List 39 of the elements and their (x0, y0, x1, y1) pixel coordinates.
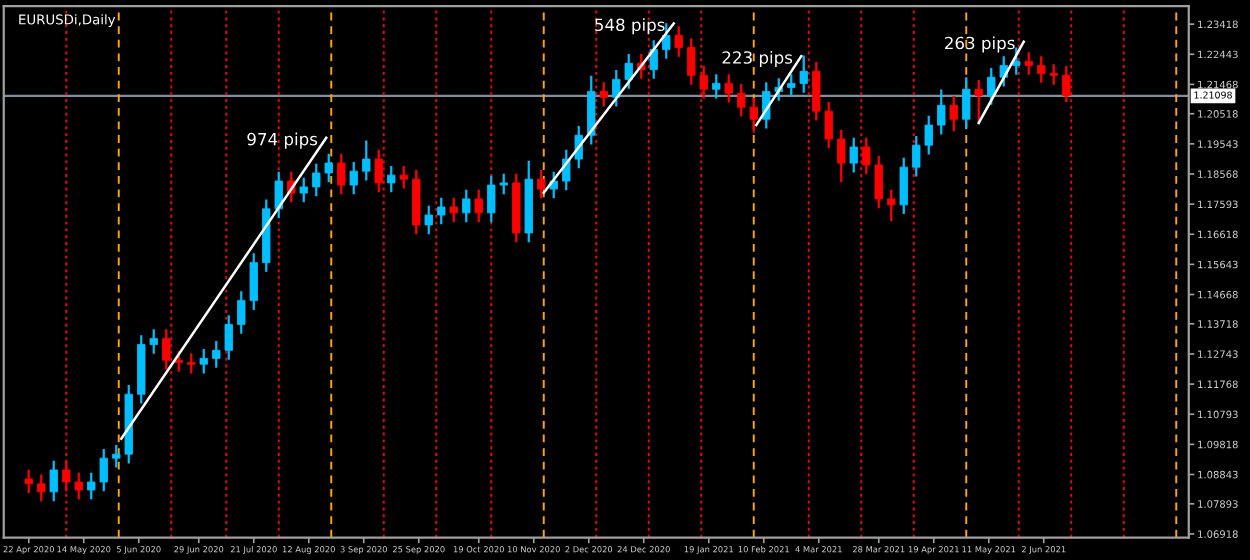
candlestick (899, 156, 908, 216)
candlestick (937, 88, 946, 136)
annotation: 223 pips (722, 50, 793, 68)
candlestick (962, 76, 971, 130)
candlestick (1012, 46, 1021, 76)
candlestick (399, 164, 408, 190)
candlestick (712, 73, 721, 100)
candlestick (474, 188, 483, 224)
candlestick (462, 188, 471, 224)
annotation: 548 pips (595, 18, 665, 35)
candlestick (1024, 51, 1033, 76)
candlestick (587, 74, 596, 146)
candlestick (187, 352, 196, 375)
candlestick (362, 139, 371, 182)
candlestick (662, 22, 671, 60)
candlestick (849, 136, 858, 174)
candlestick (199, 348, 208, 375)
candlestick (887, 188, 896, 223)
candlestick (349, 160, 358, 196)
candlestick (949, 94, 958, 133)
candlestick (37, 473, 46, 503)
candlestick (549, 170, 558, 200)
candlestick (387, 164, 396, 194)
candlestick (174, 349, 183, 373)
candlestick (299, 176, 308, 204)
candlestick (674, 25, 683, 58)
candlestick (537, 168, 546, 200)
candlestick (449, 196, 458, 224)
candlestick (649, 39, 658, 80)
candlestick (24, 468, 33, 495)
candlestick (724, 73, 733, 104)
candlestick (424, 204, 433, 236)
candlestick (974, 78, 983, 125)
candlestick (437, 196, 446, 226)
annotation: 974 pips (247, 132, 318, 149)
candlestick (49, 459, 58, 503)
candlestick (837, 128, 846, 184)
candlestick (337, 152, 346, 196)
candlestick (412, 168, 421, 236)
